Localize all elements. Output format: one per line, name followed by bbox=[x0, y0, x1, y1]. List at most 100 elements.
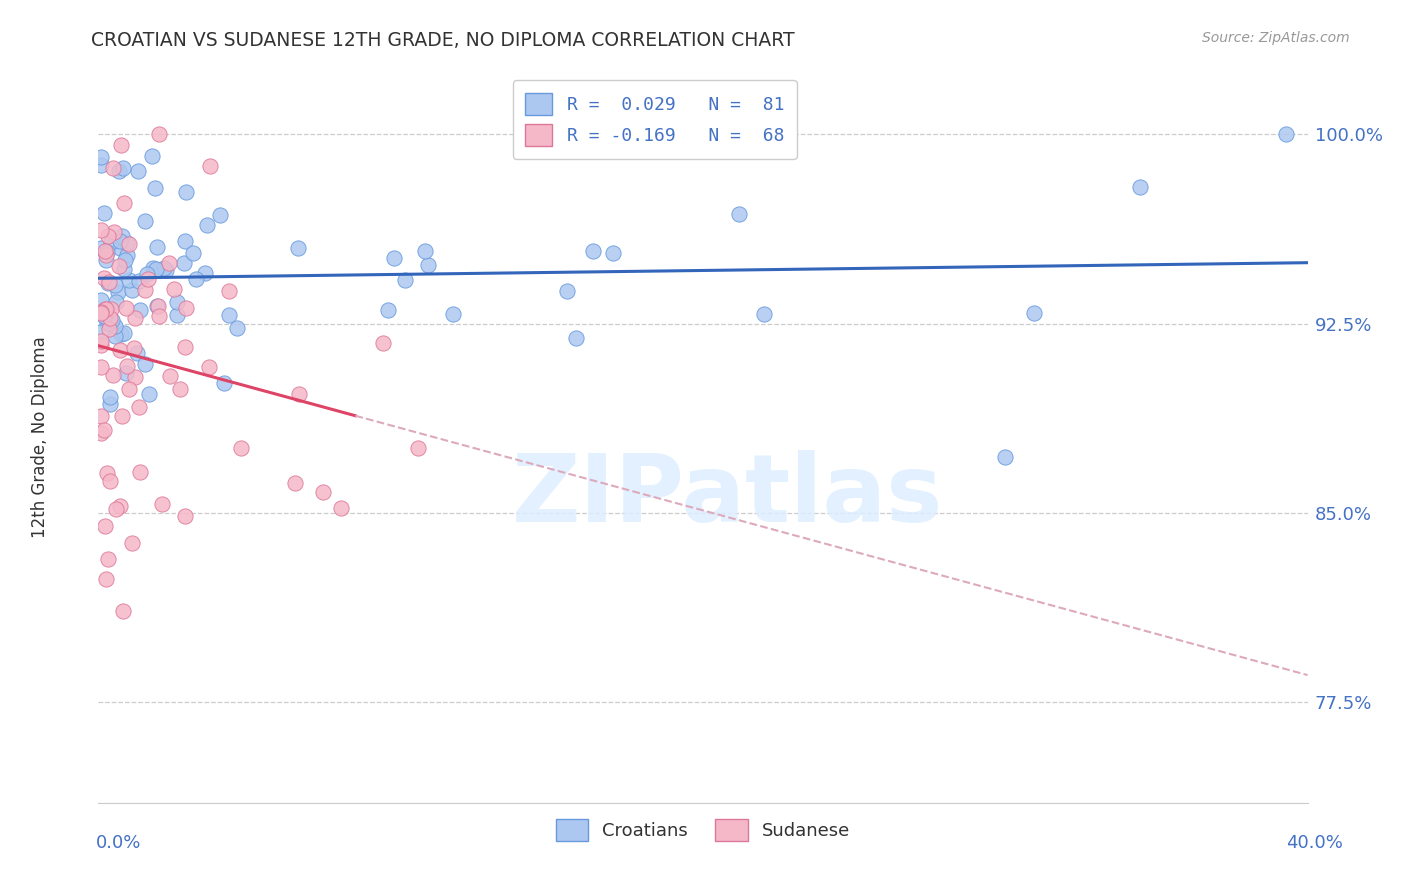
Point bbox=[104, 318, 127, 333]
Text: 0.0%: 0.0% bbox=[96, 834, 141, 852]
Point bbox=[96, 317, 118, 331]
Text: Source: ZipAtlas.com: Source: ZipAtlas.com bbox=[1202, 31, 1350, 45]
Point bbox=[134, 214, 156, 228]
Point bbox=[128, 400, 150, 414]
Point bbox=[111, 229, 134, 244]
Text: CROATIAN VS SUDANESE 12TH GRADE, NO DIPLOMA CORRELATION CHART: CROATIAN VS SUDANESE 12TH GRADE, NO DIPL… bbox=[91, 31, 794, 50]
Point bbox=[602, 245, 624, 260]
Point bbox=[97, 275, 120, 289]
Point bbox=[183, 246, 205, 260]
Point bbox=[104, 502, 127, 516]
Point bbox=[110, 234, 132, 248]
Point bbox=[111, 409, 134, 423]
Point bbox=[288, 386, 311, 401]
Point bbox=[163, 282, 186, 296]
Point bbox=[90, 409, 112, 423]
Point bbox=[94, 573, 117, 587]
Point bbox=[382, 251, 405, 265]
Point bbox=[96, 244, 118, 259]
Point bbox=[146, 240, 169, 254]
Point bbox=[121, 283, 143, 297]
Point bbox=[141, 149, 163, 163]
Point bbox=[90, 359, 112, 374]
Point bbox=[311, 485, 333, 500]
Point bbox=[90, 223, 112, 237]
Point bbox=[1275, 128, 1298, 142]
Point bbox=[752, 307, 775, 321]
Point bbox=[329, 500, 352, 515]
Point bbox=[90, 304, 112, 318]
Point bbox=[174, 340, 197, 354]
Point bbox=[565, 331, 588, 345]
Point bbox=[441, 307, 464, 321]
Point bbox=[94, 301, 117, 316]
Point bbox=[110, 240, 132, 254]
Point bbox=[108, 499, 131, 513]
Point bbox=[111, 161, 134, 175]
Point bbox=[94, 253, 117, 268]
Point bbox=[117, 235, 139, 250]
Point bbox=[96, 301, 118, 316]
Point bbox=[100, 235, 122, 249]
Point bbox=[198, 360, 221, 375]
Point bbox=[148, 128, 170, 142]
Point bbox=[94, 518, 117, 533]
Point bbox=[128, 303, 150, 318]
Point bbox=[194, 266, 217, 280]
Point bbox=[200, 160, 222, 174]
Point bbox=[108, 163, 131, 178]
Point bbox=[146, 299, 169, 313]
Point bbox=[93, 309, 115, 323]
Point bbox=[97, 551, 120, 566]
Point bbox=[138, 386, 160, 401]
Point bbox=[112, 604, 135, 618]
Point bbox=[229, 441, 252, 455]
Point bbox=[112, 326, 135, 341]
Point bbox=[124, 370, 146, 384]
Point bbox=[97, 229, 120, 244]
Point bbox=[159, 368, 181, 383]
Point bbox=[127, 164, 149, 178]
Point bbox=[173, 256, 195, 270]
Point bbox=[145, 262, 167, 277]
Point bbox=[94, 244, 117, 258]
Point bbox=[90, 306, 112, 320]
Text: 12th Grade, No Diploma: 12th Grade, No Diploma bbox=[31, 336, 49, 538]
Point bbox=[1129, 179, 1152, 194]
Point bbox=[557, 285, 579, 299]
Point bbox=[112, 262, 135, 277]
Point bbox=[184, 272, 207, 286]
Point bbox=[110, 327, 132, 342]
Point bbox=[98, 322, 121, 336]
Point bbox=[101, 368, 124, 383]
Point bbox=[166, 308, 188, 322]
Point bbox=[218, 309, 240, 323]
Point bbox=[93, 271, 115, 285]
Point bbox=[96, 247, 118, 261]
Point bbox=[103, 161, 125, 175]
Point bbox=[208, 208, 231, 222]
Point bbox=[284, 475, 307, 490]
Point bbox=[127, 345, 149, 359]
Point bbox=[110, 343, 132, 357]
Point bbox=[174, 234, 197, 248]
Point bbox=[143, 181, 166, 195]
Point bbox=[90, 150, 112, 164]
Point bbox=[994, 450, 1017, 465]
Point bbox=[98, 396, 121, 410]
Point bbox=[117, 236, 139, 251]
Point bbox=[225, 321, 247, 335]
Point bbox=[115, 248, 138, 262]
Point bbox=[115, 359, 138, 373]
Point bbox=[90, 241, 112, 255]
Point bbox=[103, 225, 125, 239]
Text: 40.0%: 40.0% bbox=[1286, 834, 1343, 852]
Point bbox=[118, 382, 141, 396]
Point bbox=[214, 376, 236, 390]
Point bbox=[124, 341, 146, 355]
Point bbox=[121, 536, 143, 550]
Point bbox=[98, 475, 121, 489]
Point bbox=[148, 309, 170, 323]
Legend: Croatians, Sudanese: Croatians, Sudanese bbox=[548, 812, 858, 848]
Point bbox=[90, 326, 112, 340]
